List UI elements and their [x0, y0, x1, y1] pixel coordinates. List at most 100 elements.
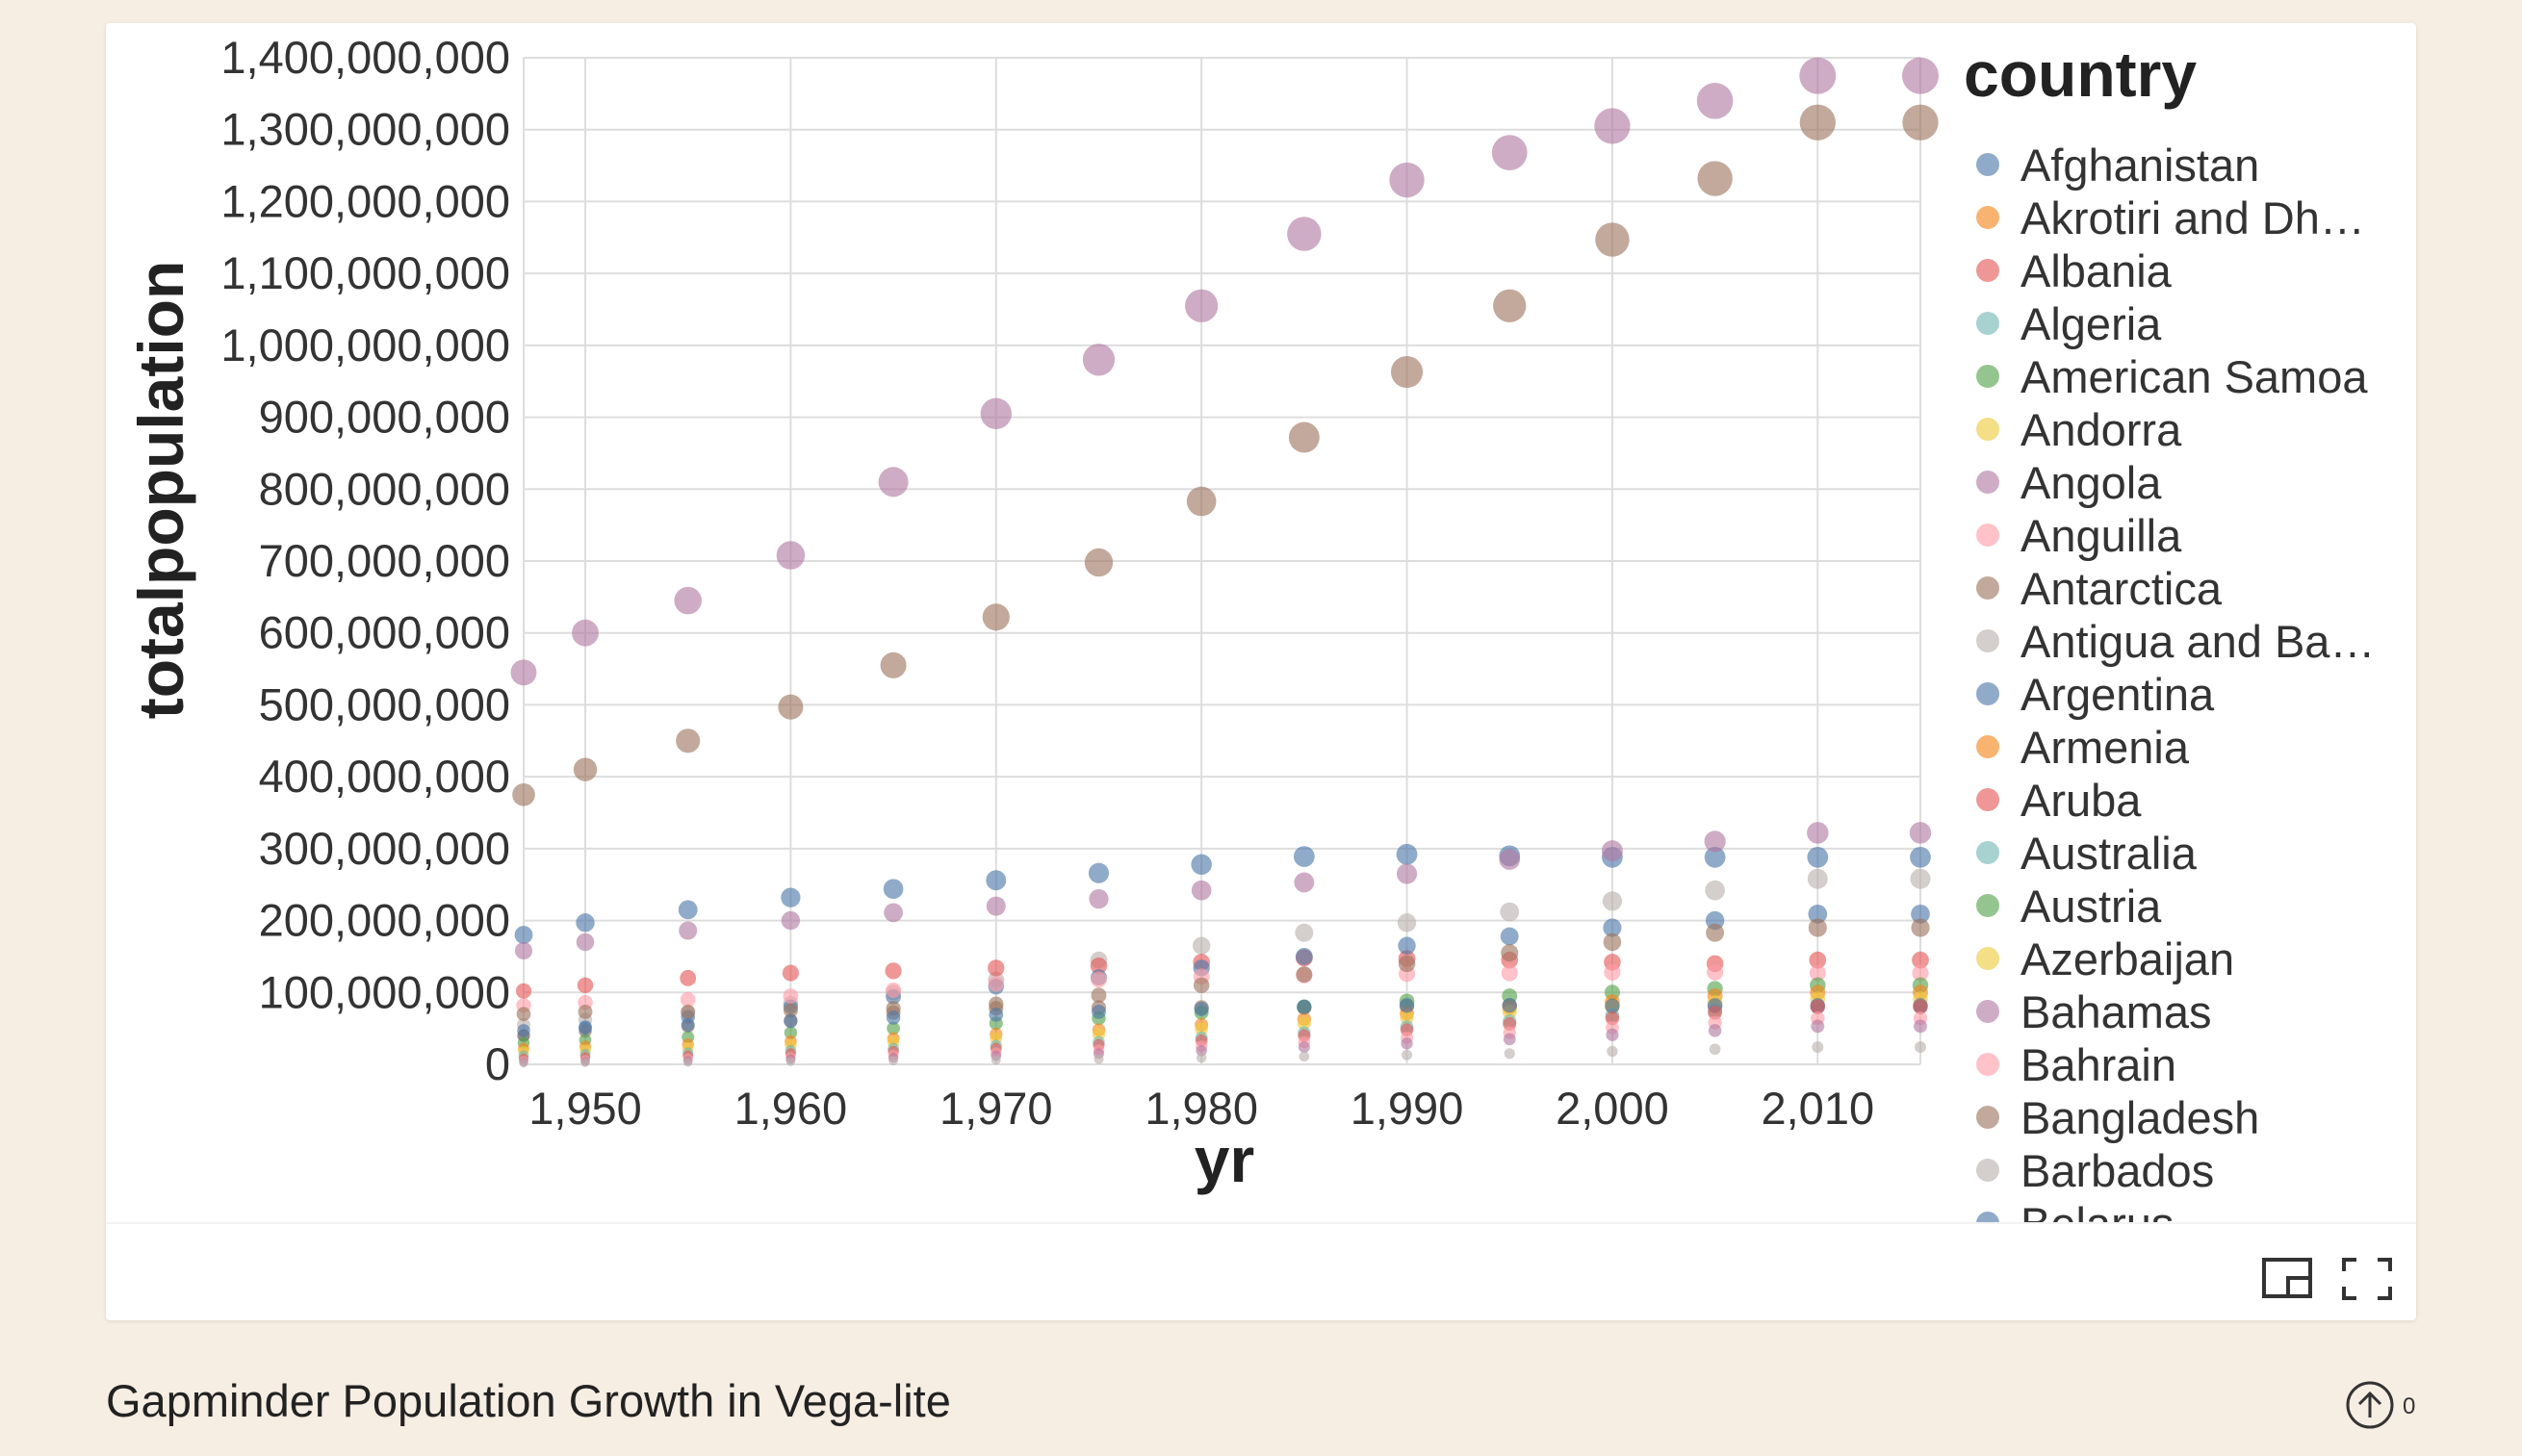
legend-swatch	[1976, 1159, 1999, 1182]
data-point	[1601, 840, 1623, 862]
data-point	[1295, 923, 1314, 942]
data-point	[1909, 822, 1932, 844]
data-point	[1707, 963, 1724, 981]
legend-item-label: Australia	[2020, 828, 2198, 879]
data-point	[1297, 999, 1312, 1014]
data-point	[781, 910, 801, 931]
legend-swatch	[1976, 894, 1999, 917]
y-tick-label: 1,100,000,000	[220, 247, 510, 298]
data-point	[1706, 923, 1725, 942]
data-point	[880, 651, 907, 678]
data-point	[678, 900, 698, 920]
data-point	[980, 397, 1012, 430]
chart-card: 0 100,000,000 200,000,000 300,000,000 400,00…	[106, 23, 2416, 1320]
data-point	[1606, 1028, 1619, 1041]
legend-swatch	[1976, 576, 1999, 600]
data-point	[519, 1058, 528, 1068]
data-point	[1092, 1005, 1106, 1019]
page-caption: Gapminder Population Growth in Vega-lite	[106, 1375, 951, 1426]
legend-item-label: Azerbaijan	[2020, 933, 2234, 984]
legend-item-label: Barbados	[2020, 1145, 2214, 1196]
data-point	[988, 976, 1005, 992]
legend-item-label: Belarus	[2020, 1198, 2174, 1222]
x-tick-label: 1,980	[1145, 1083, 1258, 1134]
x-axis-tick-labels: 1,950 1,960 1,970 1,980 1,990 2,000 2,010	[528, 1083, 1874, 1134]
chart-plot-area: 0 100,000,000 200,000,000 300,000,000 400,00…	[106, 23, 2416, 1222]
picture-in-picture-icon[interactable]	[2262, 1257, 2314, 1301]
data-point	[1902, 104, 1939, 140]
data-point	[510, 659, 537, 686]
data-point	[776, 541, 806, 570]
y-tick-label: 300,000,000	[259, 823, 510, 874]
data-point	[885, 962, 902, 980]
data-point	[1193, 977, 1210, 994]
data-point	[1603, 918, 1622, 937]
y-tick-label: 900,000,000	[259, 392, 510, 443]
data-point	[572, 619, 599, 647]
data-point	[1915, 1041, 1926, 1054]
data-point	[887, 1021, 900, 1035]
legend-swatch	[1976, 153, 1999, 176]
data-point	[516, 1007, 531, 1022]
legend-item-label: Anguilla	[2020, 510, 2182, 561]
data-point	[1287, 217, 1322, 251]
data-point	[1809, 951, 1827, 969]
data-point	[991, 1055, 1001, 1065]
data-point	[1401, 1037, 1413, 1050]
y-tick-label: 1,300,000,000	[220, 104, 510, 155]
y-tick-label: 1,400,000,000	[220, 32, 510, 83]
data-point	[1913, 999, 1928, 1014]
data-point	[680, 969, 697, 986]
legend-item-label: Bahrain	[2020, 1039, 2176, 1090]
data-point	[1808, 918, 1827, 937]
data-point	[1299, 1051, 1310, 1062]
data-point	[986, 870, 1007, 891]
data-point	[514, 941, 533, 960]
y-tick-label: 0	[485, 1038, 510, 1089]
data-point	[1499, 849, 1521, 870]
legend-title: country	[1964, 38, 2197, 110]
data-point	[885, 982, 902, 999]
data-point	[1191, 880, 1212, 901]
data-point	[782, 964, 799, 982]
data-point	[883, 879, 904, 900]
data-point	[1709, 1043, 1721, 1056]
data-point	[1799, 57, 1837, 94]
legend-item-label: Angola	[2020, 457, 2162, 508]
data-point	[784, 1026, 798, 1039]
arrow-up-circle-icon[interactable]	[2345, 1380, 2395, 1430]
y-tick-label: 600,000,000	[259, 607, 510, 658]
data-point	[1911, 904, 1930, 924]
card-toolbar	[106, 1222, 2416, 1320]
data-point	[886, 1010, 901, 1025]
legend-item-label: Austria	[2020, 881, 2162, 932]
legend-item-label: Algeria	[2020, 298, 2162, 349]
legend-swatch	[1976, 1212, 1999, 1222]
y-axis-title: totalpopulation	[125, 261, 196, 720]
legend-swatch	[1976, 471, 1999, 494]
data-point	[1902, 57, 1939, 94]
data-point	[1603, 932, 1622, 952]
fullscreen-icon[interactable]	[2341, 1257, 2393, 1301]
data-point	[1089, 889, 1109, 909]
legend-item-label: Antarctica	[2020, 563, 2223, 614]
data-point	[1503, 1033, 1516, 1046]
data-point	[517, 1024, 530, 1037]
data-point	[1502, 998, 1517, 1013]
legend-item-label: Albania	[2020, 245, 2173, 296]
legend-swatch	[1976, 1053, 1999, 1076]
data-point	[783, 988, 799, 1004]
data-point	[1807, 846, 1829, 868]
data-point	[1091, 971, 1107, 988]
data-point	[1708, 1024, 1722, 1037]
data-point	[989, 1008, 1004, 1022]
x-axis-title: yr	[1195, 1124, 1254, 1195]
data-point	[577, 977, 594, 994]
data-point	[683, 1058, 693, 1067]
data-point	[1911, 918, 1930, 937]
data-point	[1090, 957, 1108, 975]
data-point	[1594, 108, 1631, 144]
data-point	[784, 1014, 798, 1029]
legend-swatch	[1976, 259, 1999, 282]
